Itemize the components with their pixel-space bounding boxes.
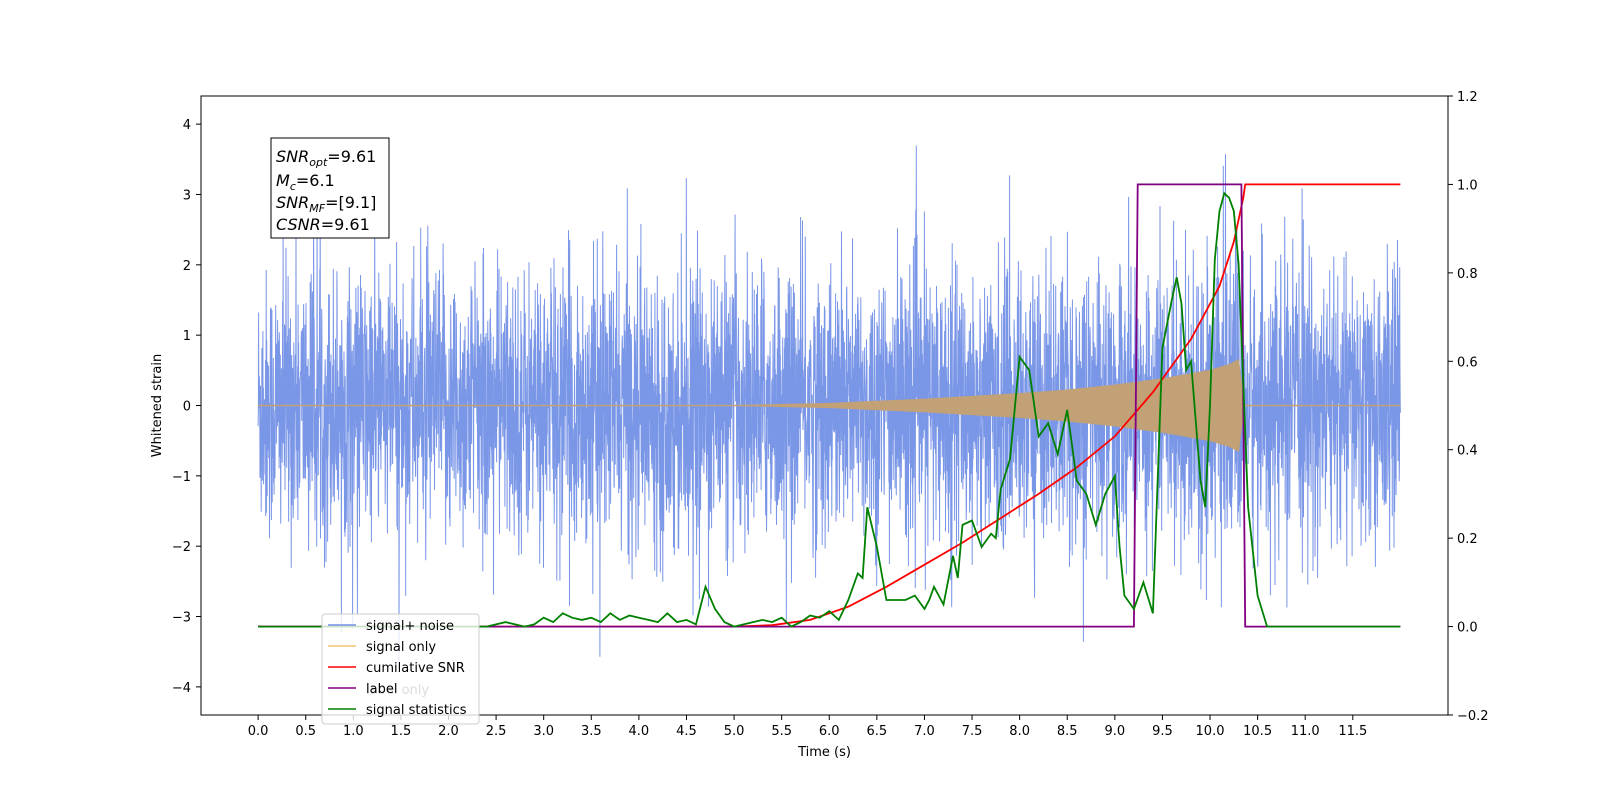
x-tick-label: 1.0 xyxy=(343,724,364,739)
x-tick-label: 3.0 xyxy=(533,724,554,739)
x-tick-label: 4.0 xyxy=(629,724,650,739)
y2-tick-label: 1.2 xyxy=(1457,90,1478,105)
legend-frame xyxy=(321,613,480,725)
y-tick-label: −4 xyxy=(172,681,191,696)
x-tick-label: 8.0 xyxy=(1009,724,1030,739)
info-csnr: CSNR=9.61 xyxy=(276,215,370,234)
info-box-frame xyxy=(270,137,390,239)
signal-noise-series xyxy=(257,145,1401,664)
signal-noise-line xyxy=(257,145,1401,664)
x-tick-label: 10.5 xyxy=(1243,724,1272,739)
x-tick-label: 7.0 xyxy=(914,724,935,739)
x-tick-label: 1.5 xyxy=(391,724,412,739)
info-mc: Mc=6.1 xyxy=(276,171,335,193)
legend-entry: label xyxy=(328,682,397,697)
y-axis-ticks: −4 −3 −2 −1 0 1 2 3 4 xyxy=(172,118,201,696)
legend-hidden-label: label only xyxy=(366,683,429,698)
x-tick-label: 9.5 xyxy=(1152,724,1173,739)
x-tick-label: 5.0 xyxy=(724,724,745,739)
y2-tick-label: 0.8 xyxy=(1457,267,1478,282)
legend-entry: signal statistics xyxy=(328,703,467,718)
legend-label: signal only xyxy=(366,640,436,655)
y-tick-label: 4 xyxy=(183,118,191,133)
y2-tick-label: 0.4 xyxy=(1457,444,1478,459)
y2-tick-label: −0.2 xyxy=(1457,709,1489,724)
y2-tick-label: 0.6 xyxy=(1457,355,1478,370)
right-axis-series xyxy=(258,183,1401,628)
legend-entry: signal+ noise xyxy=(328,619,454,634)
x-tick-label: 2.0 xyxy=(438,724,459,739)
y2-axis-ticks: −0.2 0.0 0.2 0.4 0.6 0.8 1.0 1.2 xyxy=(1448,90,1489,724)
y-tick-label: 0 xyxy=(183,400,191,415)
x-tick-label: 3.5 xyxy=(581,724,602,739)
y-axis-label: Whitened strain xyxy=(150,354,165,457)
y-tick-label: −3 xyxy=(172,611,191,626)
signal-statistics-line xyxy=(258,191,1401,628)
legend: label only signal+ noise signal only cum… xyxy=(321,613,480,725)
x-tick-label: 10.0 xyxy=(1196,724,1225,739)
x-axis-ticks: 0.0 0.5 1.0 1.5 2.0 2.5 3.0 3.5 4.0 4.5 5.0 5.5 6.0 6… xyxy=(248,715,1367,739)
legend-label: label xyxy=(366,682,397,697)
x-tick-label: 6.5 xyxy=(867,724,888,739)
info-snr-opt: SNRopt=9.61 xyxy=(276,147,376,169)
legend-entry: signal only xyxy=(328,640,436,655)
plot-area xyxy=(257,145,1401,664)
y2-tick-label: 0.0 xyxy=(1457,621,1478,636)
x-tick-label: 11.5 xyxy=(1338,724,1367,739)
x-axis-label: Time (s) xyxy=(797,745,851,760)
x-tick-label: 9.0 xyxy=(1104,724,1125,739)
cumulative-snr-line xyxy=(258,183,1401,628)
y2-tick-label: 0.2 xyxy=(1457,532,1478,547)
x-tick-label: 5.5 xyxy=(771,724,792,739)
x-tick-label: 0.5 xyxy=(295,724,316,739)
legend-entry: cumilative SNR xyxy=(328,661,465,676)
x-tick-label: 8.5 xyxy=(1057,724,1078,739)
legend-label: cumilative SNR xyxy=(366,661,465,676)
y-tick-label: −1 xyxy=(172,470,191,485)
x-tick-label: 7.5 xyxy=(962,724,983,739)
info-snr-mf: SNRMF=[9.1] xyxy=(276,193,376,215)
legend-label: signal statistics xyxy=(366,703,467,718)
x-tick-label: 4.5 xyxy=(676,724,697,739)
y-tick-label: 1 xyxy=(183,329,191,344)
y-tick-label: 2 xyxy=(183,259,191,274)
y2-tick-label: 1.0 xyxy=(1457,178,1478,193)
legend-label: signal+ noise xyxy=(366,619,454,634)
x-tick-label: 0.0 xyxy=(248,724,269,739)
y-tick-label: 3 xyxy=(183,188,191,203)
info-box: SNRopt=9.61 Mc=6.1 SNRMF=[9.1] CSNR=9.61 xyxy=(270,137,390,239)
x-tick-label: 6.0 xyxy=(819,724,840,739)
x-tick-label: 2.5 xyxy=(486,724,507,739)
y-tick-label: −2 xyxy=(172,540,191,555)
x-tick-label: 11.0 xyxy=(1291,724,1320,739)
